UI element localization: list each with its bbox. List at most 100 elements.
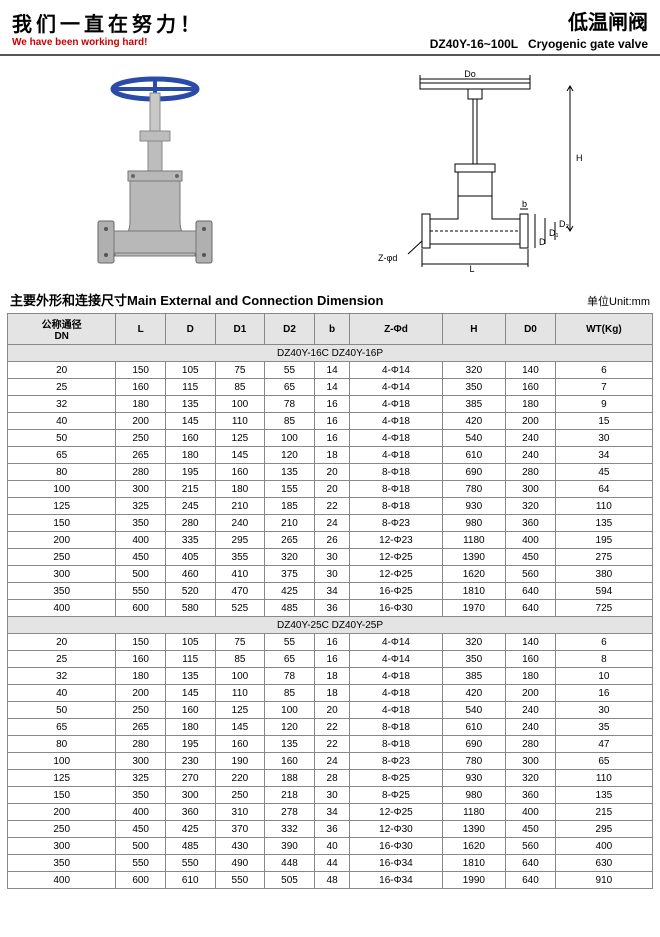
table-row: 100300230190160248-Φ2378030065 — [8, 753, 653, 770]
table-cell: 34 — [314, 804, 350, 821]
table-cell: 300 — [116, 753, 166, 770]
table-cell: 420 — [442, 413, 506, 430]
table-cell: 690 — [442, 736, 506, 753]
table-cell: 360 — [165, 804, 215, 821]
table-row: 2004003603102783412-Φ251180400215 — [8, 804, 653, 821]
section-title-row: 主要外形和连接尺寸Main External and Connection Di… — [0, 286, 660, 311]
table-cell: 188 — [265, 770, 315, 787]
table-cell: 1390 — [442, 549, 506, 566]
table-cell: 8-Φ18 — [350, 498, 442, 515]
table-cell: 12-Φ30 — [350, 821, 442, 838]
table-cell: 505 — [265, 872, 315, 889]
table-cell: 22 — [314, 736, 350, 753]
table-cell: 295 — [555, 821, 652, 838]
table-cell: 4-Φ18 — [350, 447, 442, 464]
label-Zfd: Z-φd — [378, 253, 397, 263]
table-row: 150350280240210248-Φ23980360135 — [8, 515, 653, 532]
table-cell: 36 — [314, 821, 350, 838]
table-cell: 210 — [265, 515, 315, 532]
table-cell: 18 — [314, 447, 350, 464]
table-cell: 8-Φ18 — [350, 719, 442, 736]
table-cell: 100 — [215, 396, 265, 413]
table-cell: 8-Φ25 — [350, 770, 442, 787]
table-cell: 4-Φ18 — [350, 685, 442, 702]
table-cell: 26 — [314, 532, 350, 549]
label-D2: D₂ — [559, 219, 569, 229]
table-cell: 40 — [314, 838, 350, 855]
table-cell: 24 — [314, 515, 350, 532]
table-cell: 240 — [506, 719, 556, 736]
table-cell: 425 — [265, 583, 315, 600]
table-row: 3505505204704253416-Φ251810640594 — [8, 583, 653, 600]
table-cell: 930 — [442, 498, 506, 515]
table-cell: 16 — [314, 634, 350, 651]
table-cell: 4-Φ14 — [350, 634, 442, 651]
table-cell: 250 — [215, 787, 265, 804]
table-cell: 200 — [116, 413, 166, 430]
title-cn: 低温闸阀 — [430, 6, 648, 35]
table-cell: 640 — [506, 600, 556, 617]
table-cell: 385 — [442, 396, 506, 413]
table-cell: 16-Φ25 — [350, 583, 442, 600]
label-L: L — [469, 264, 474, 274]
table-row: 65265180145120184-Φ1861024034 — [8, 447, 653, 464]
table-cell: 295 — [215, 532, 265, 549]
table-cell: 125 — [8, 498, 116, 515]
table-cell: 100 — [8, 481, 116, 498]
table-cell: 16-Φ34 — [350, 855, 442, 872]
table-cell: 8-Φ25 — [350, 787, 442, 804]
table-cell: 25 — [8, 651, 116, 668]
slogan-cn: 我们一直在努力！ — [12, 8, 204, 37]
table-cell: 400 — [506, 532, 556, 549]
table-cell: 120 — [265, 447, 315, 464]
table-cell: 550 — [116, 583, 166, 600]
table-cell: 64 — [555, 481, 652, 498]
table-cell: 640 — [506, 872, 556, 889]
table-cell: 430 — [215, 838, 265, 855]
table-cell: 115 — [165, 379, 215, 396]
table-cell: 125 — [215, 702, 265, 719]
table-cell: 14 — [314, 379, 350, 396]
slogan-en: We have been working hard! — [12, 37, 204, 48]
table-cell: 325 — [116, 498, 166, 515]
table-cell: 350 — [116, 515, 166, 532]
table-row: 4020014511085164-Φ1842020015 — [8, 413, 653, 430]
table-cell: 930 — [442, 770, 506, 787]
table-row: 3218013510078164-Φ183851809 — [8, 396, 653, 413]
table-row: 4006005805254853616-Φ301970640725 — [8, 600, 653, 617]
table-cell: 200 — [8, 532, 116, 549]
table-cell: 160 — [165, 430, 215, 447]
table-cell: 195 — [165, 736, 215, 753]
table-cell: 18 — [314, 685, 350, 702]
table-cell: 250 — [116, 430, 166, 447]
table-cell: 4-Φ18 — [350, 396, 442, 413]
table-row: 100300215180155208-Φ1878030064 — [8, 481, 653, 498]
table-cell: 485 — [165, 838, 215, 855]
table-cell: 600 — [116, 600, 166, 617]
table-cell: 65 — [8, 719, 116, 736]
table-cell: 280 — [165, 515, 215, 532]
table-cell: 190 — [215, 753, 265, 770]
table-cell: 145 — [165, 685, 215, 702]
table-cell: 140 — [506, 362, 556, 379]
table-cell: 16 — [314, 413, 350, 430]
table-cell: 320 — [442, 634, 506, 651]
table-cell: 40 — [8, 413, 116, 430]
table-cell: 30 — [555, 702, 652, 719]
table-cell: 160 — [506, 651, 556, 668]
table-cell: 180 — [116, 668, 166, 685]
table-row: 3005004854303904016-Φ301620560400 — [8, 838, 653, 855]
table-cell: 195 — [165, 464, 215, 481]
table-cell: 34 — [314, 583, 350, 600]
table-cell: 65 — [265, 651, 315, 668]
table-cell: 47 — [555, 736, 652, 753]
table-cell: 78 — [265, 668, 315, 685]
table-row: 2504504053553203012-Φ251390450275 — [8, 549, 653, 566]
valve-photo — [70, 71, 240, 271]
table-cell: 8-Φ23 — [350, 515, 442, 532]
table-cell: 780 — [442, 753, 506, 770]
table-cell: 18 — [314, 668, 350, 685]
table-cell: 360 — [506, 515, 556, 532]
table-cell: 135 — [555, 515, 652, 532]
table-cell: 240 — [506, 447, 556, 464]
